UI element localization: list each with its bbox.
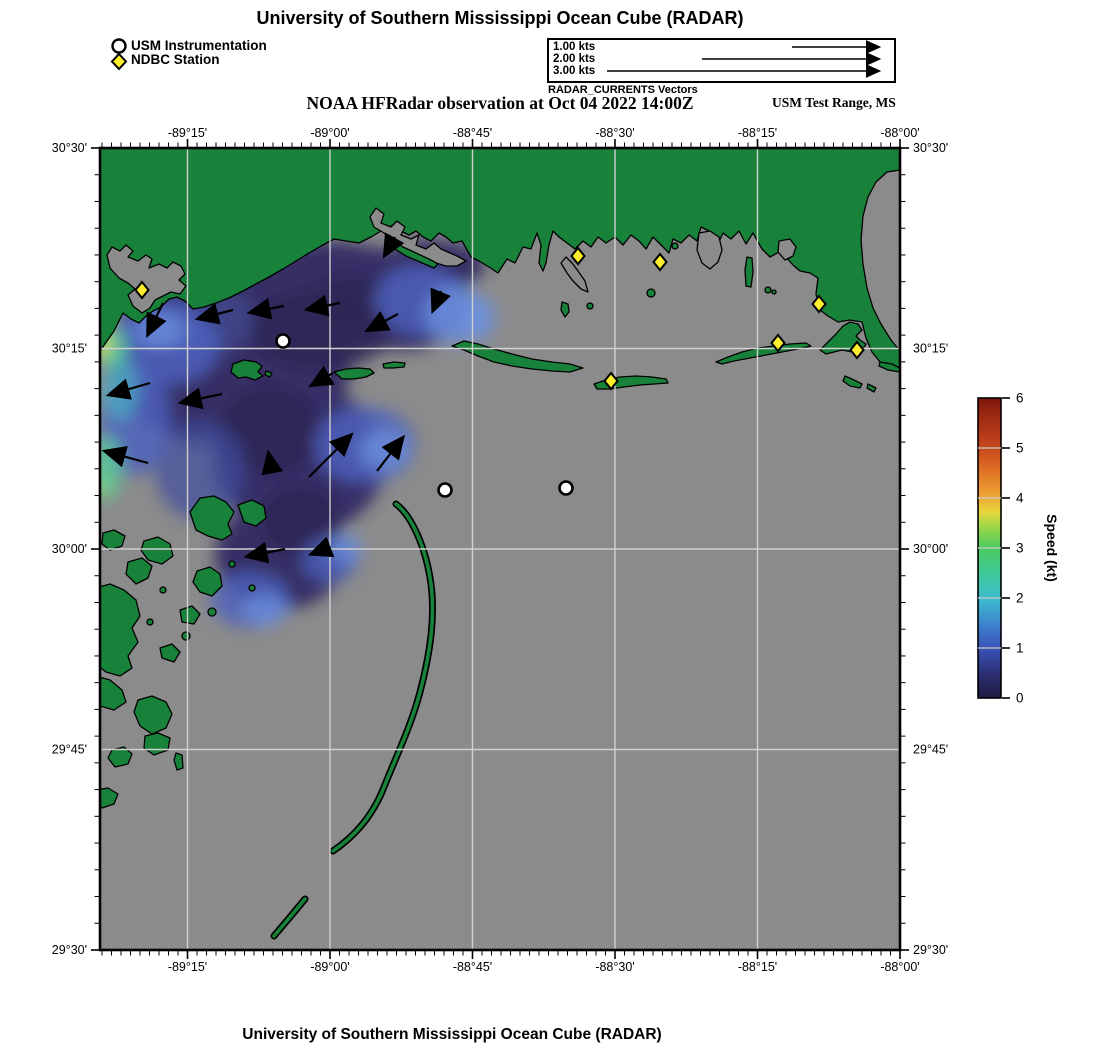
y-axis-label-right: 29°30' — [913, 943, 948, 957]
current-vector-arrow — [101, 446, 149, 468]
y-axis-label-left: 30°30' — [52, 141, 87, 155]
colorbar-tick-label: 2 — [1016, 591, 1024, 606]
x-axis-label-bottom: -88°45' — [453, 960, 492, 974]
y-axis-label-left: 29°45' — [52, 743, 87, 757]
current-vector-arrow — [243, 541, 286, 564]
island-edge — [878, 361, 900, 373]
colorbar-tick-label: 6 — [1016, 391, 1024, 406]
y-axis-label-right: 30°15' — [913, 342, 948, 356]
x-axis-label-top: -89°15' — [168, 126, 207, 140]
x-axis-label-top: -88°15' — [738, 126, 777, 140]
bay-pascagoula-1 — [696, 230, 723, 270]
current-vector-arrow — [246, 297, 285, 320]
ndbc-station-marker — [770, 333, 786, 353]
current-vector-arrow — [146, 302, 167, 338]
station-layer — [134, 246, 865, 498]
x-axis-label-bottom: -88°00' — [880, 960, 919, 974]
colorbar-tick-layer: 0 1 2 3 4 5 6 — [978, 391, 1024, 706]
legend-ndbc-label: NDBC Station — [131, 52, 220, 67]
x-axis-label-bottom: -89°15' — [168, 960, 207, 974]
current-vector-arrow — [376, 434, 406, 472]
x-axis-label-top: -88°30' — [595, 126, 634, 140]
current-vector-arrow — [261, 449, 284, 476]
island-ship-w — [333, 367, 375, 380]
colorbar-tick-label: 5 — [1016, 441, 1024, 456]
y-axis-label-left: 29°30' — [52, 943, 87, 957]
map-border — [98, 146, 902, 952]
usm-instrumentation-marker — [275, 333, 291, 349]
ndbc-station-marker — [811, 294, 827, 314]
current-vector-arrow — [430, 287, 451, 315]
current-vector-layer — [101, 232, 451, 564]
y-axis-label-left: 30°00' — [52, 542, 87, 556]
vector-scale-1kt-label: 1.00 kts — [553, 41, 596, 53]
colorbar-tick-label: 0 — [1016, 691, 1024, 706]
colorbar-tick-label: 3 — [1016, 541, 1024, 556]
current-vector-arrow — [308, 432, 354, 478]
test-range-label: USM Test Range, MS — [772, 95, 896, 110]
marsh-islands — [100, 495, 267, 809]
current-vector-arrow — [105, 378, 151, 400]
current-vector-arrow — [308, 365, 335, 388]
ndbc-station-marker — [134, 280, 150, 300]
axis-label-layer: -89°15' -89°15' -89°00' -89°00' -88°45' -88°4… — [52, 126, 948, 974]
legend-usm-label: USM Instrumentation — [131, 38, 267, 53]
bay-west-claw — [106, 244, 187, 314]
current-vector-arrow — [194, 303, 234, 325]
ndbc-station-marker — [603, 371, 619, 391]
grid-layer — [100, 148, 900, 950]
current-vector-arrow — [177, 387, 223, 410]
y-axis-label-right: 30°30' — [913, 141, 948, 155]
island-sand-2 — [866, 383, 877, 393]
y-axis-label-left: 30°15' — [52, 342, 87, 356]
colorbar-title: Speed (kt) — [1044, 514, 1060, 582]
x-axis-label-top: -89°00' — [310, 126, 349, 140]
vector-scale-arrows — [607, 40, 882, 78]
vector-scale-3kt-label: 3.00 kts — [553, 65, 596, 77]
ndbc-station-marker — [652, 252, 668, 272]
radar-speed-overlay — [100, 240, 496, 628]
ndbc-station-marker — [849, 340, 865, 360]
usm-instrumentation-marker — [437, 482, 453, 498]
x-axis-label-top: -88°45' — [453, 126, 492, 140]
island-sand-1 — [842, 375, 863, 389]
axis-tick-layer — [91, 139, 909, 959]
ndbc-station-marker — [570, 246, 586, 266]
river-finger — [744, 256, 754, 288]
page-title: University of Southern Mississippi Ocean… — [256, 8, 744, 28]
x-axis-label-bottom: -89°00' — [310, 960, 349, 974]
island-sliver-1 — [382, 361, 406, 369]
x-axis-label-bottom: -88°15' — [738, 960, 777, 974]
chandeleur-arc — [270, 500, 437, 940]
observation-subtitle: NOAA HFRadar observation at Oct 04 2022 … — [306, 93, 694, 113]
y-axis-label-right: 30°00' — [913, 542, 948, 556]
x-axis-label-bottom: -88°30' — [595, 960, 634, 974]
island-cat — [230, 359, 264, 381]
vector-scale-2kt-label: 2.00 kts — [553, 53, 596, 65]
bay-pascagoula-2 — [777, 238, 797, 261]
colorbar-tick-label: 4 — [1016, 491, 1024, 506]
legend-symbols — [110, 38, 128, 71]
y-axis-label-right: 29°45' — [913, 743, 948, 757]
current-vector-arrow — [303, 294, 341, 317]
usm-instrumentation-marker — [558, 480, 574, 496]
mobile-bay — [860, 169, 900, 352]
vector-scale-caption: RADAR_CURRENTS Vectors — [548, 84, 698, 96]
island-cat-2 — [264, 370, 273, 378]
vector-scale-box — [547, 38, 896, 83]
usm-instrumentation-icon — [111, 38, 127, 54]
current-vector-arrow — [382, 232, 405, 259]
x-axis-label-top: -88°00' — [880, 126, 919, 140]
current-vector-arrow — [364, 310, 399, 333]
current-vector-arrow — [307, 536, 335, 558]
land-layer — [100, 148, 900, 940]
colorbar-tick-label: 1 — [1016, 641, 1024, 656]
ndbc-station-icon — [110, 52, 128, 71]
bay-biloxi — [560, 256, 589, 293]
footer-title: University of Southern Mississippi Ocean… — [242, 1026, 662, 1043]
